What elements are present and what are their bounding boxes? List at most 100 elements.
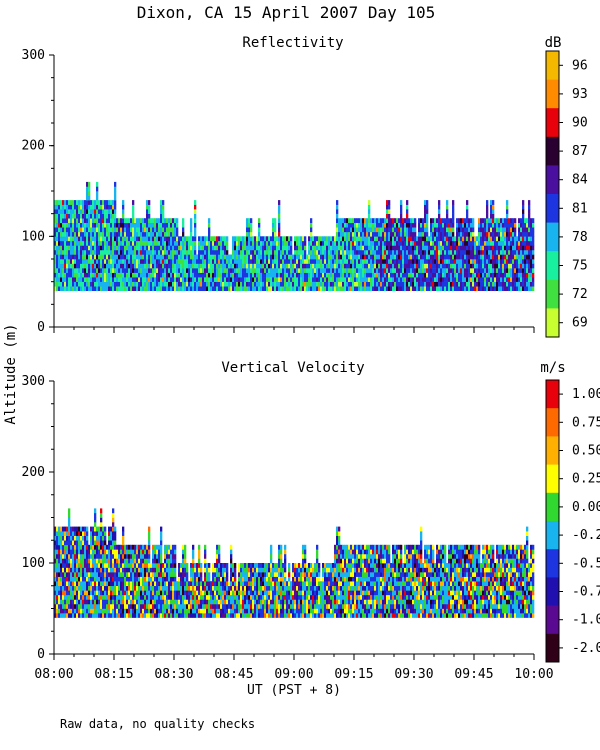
heatmap-cell xyxy=(530,263,533,269)
heatmap-cell xyxy=(200,249,203,255)
heatmap-cell xyxy=(122,254,125,260)
heatmap-cell xyxy=(474,268,477,273)
heatmap-cell xyxy=(270,236,273,242)
heatmap-cell xyxy=(74,604,77,609)
heatmap-cell xyxy=(498,249,501,255)
heatmap-cell xyxy=(436,259,439,264)
heatmap-cell xyxy=(82,544,85,550)
heatmap-cell xyxy=(486,263,489,269)
heatmap-cell xyxy=(362,268,365,273)
heatmap-cell xyxy=(68,209,71,214)
heatmap-cell xyxy=(88,590,91,596)
heatmap-cell xyxy=(510,268,513,273)
heatmap-cell xyxy=(182,272,185,278)
heatmap-cell xyxy=(350,272,353,278)
heatmap-cell xyxy=(82,286,85,292)
heatmap-cell xyxy=(76,236,79,242)
heatmap-cell xyxy=(436,281,439,287)
heatmap-cell xyxy=(388,222,391,228)
heatmap-cell xyxy=(148,576,151,582)
heatmap-cell xyxy=(246,218,249,224)
heatmap-cell xyxy=(126,240,129,246)
heatmap-cell xyxy=(288,245,291,251)
heatmap-cell xyxy=(400,222,403,228)
heatmap-cell xyxy=(188,268,191,273)
heatmap-cell xyxy=(80,549,83,555)
heatmap-cell xyxy=(456,236,459,242)
heatmap-cell xyxy=(126,263,129,269)
heatmap-cell xyxy=(488,254,491,260)
heatmap-cell xyxy=(246,240,249,246)
heatmap-cell xyxy=(134,286,137,292)
heatmap-cell xyxy=(294,281,297,287)
heatmap-cell xyxy=(170,590,173,596)
heatmap-cell xyxy=(84,209,87,214)
heatmap-cell xyxy=(208,272,211,278)
heatmap-cell xyxy=(358,240,361,246)
heatmap-cell xyxy=(406,222,409,228)
heatmap-cell xyxy=(438,213,441,219)
heatmap-cell xyxy=(148,531,151,536)
heatmap-cell xyxy=(64,535,67,541)
heatmap-cell xyxy=(338,259,341,264)
heatmap-cell xyxy=(258,236,261,242)
heatmap-cell xyxy=(130,286,133,292)
heatmap-cell xyxy=(428,254,431,260)
heatmap-cell xyxy=(114,286,117,292)
heatmap-cell xyxy=(94,576,97,582)
heatmap-cell xyxy=(86,526,89,532)
heatmap-cell xyxy=(348,240,351,246)
heatmap-cell xyxy=(252,236,255,242)
heatmap-cell xyxy=(188,254,191,260)
heatmap-cell xyxy=(308,272,311,278)
heatmap-cell xyxy=(186,245,189,251)
heatmap-cell xyxy=(318,281,321,287)
heatmap-cell xyxy=(190,259,193,264)
heatmap-cell xyxy=(86,590,89,596)
heatmap-cell xyxy=(404,272,407,278)
heatmap-cell xyxy=(104,209,107,214)
heatmap-cell xyxy=(96,209,99,214)
heatmap-cell xyxy=(400,245,403,251)
heatmap-cell xyxy=(376,231,379,237)
heatmap-cell xyxy=(62,576,65,582)
heatmap-cell xyxy=(432,268,435,273)
heatmap-cell xyxy=(154,576,157,582)
heatmap-cell xyxy=(376,236,379,242)
heatmap-cell xyxy=(466,213,469,219)
heatmap-cell xyxy=(424,213,427,219)
heatmap-cell xyxy=(88,259,91,264)
heatmap-cell xyxy=(434,281,437,287)
heatmap-cell xyxy=(134,553,137,559)
heatmap-cell xyxy=(66,567,69,573)
heatmap-cell xyxy=(236,263,239,269)
heatmap-cell xyxy=(174,231,177,237)
heatmap-cell xyxy=(312,245,315,251)
heatmap-cell xyxy=(56,209,59,214)
heatmap-cell xyxy=(312,259,315,264)
heatmap-cell xyxy=(178,581,181,587)
heatmap-cell xyxy=(532,227,535,233)
heatmap-cell xyxy=(232,281,235,287)
heatmap-cell xyxy=(100,227,103,233)
heatmap-cell xyxy=(162,286,165,292)
heatmap-cell xyxy=(356,268,359,273)
heatmap-cell xyxy=(56,263,59,269)
heatmap-cell xyxy=(300,245,303,251)
heatmap-cell xyxy=(384,227,387,233)
heatmap-cell xyxy=(516,249,519,255)
heatmap-cell xyxy=(528,240,531,246)
heatmap-cell xyxy=(352,218,355,224)
heatmap-cell xyxy=(378,277,381,282)
heatmap-cell xyxy=(342,263,345,269)
heatmap-cell xyxy=(506,200,509,205)
heatmap-cell xyxy=(160,553,163,559)
heatmap-cell xyxy=(260,272,263,278)
heatmap-cell xyxy=(412,268,415,273)
heatmap-cell xyxy=(398,268,401,273)
heatmap-cell xyxy=(380,286,383,292)
heatmap-cell xyxy=(90,218,93,224)
heatmap-cell xyxy=(60,544,63,550)
heatmap-cell xyxy=(448,227,451,233)
heatmap-cell xyxy=(498,236,501,242)
